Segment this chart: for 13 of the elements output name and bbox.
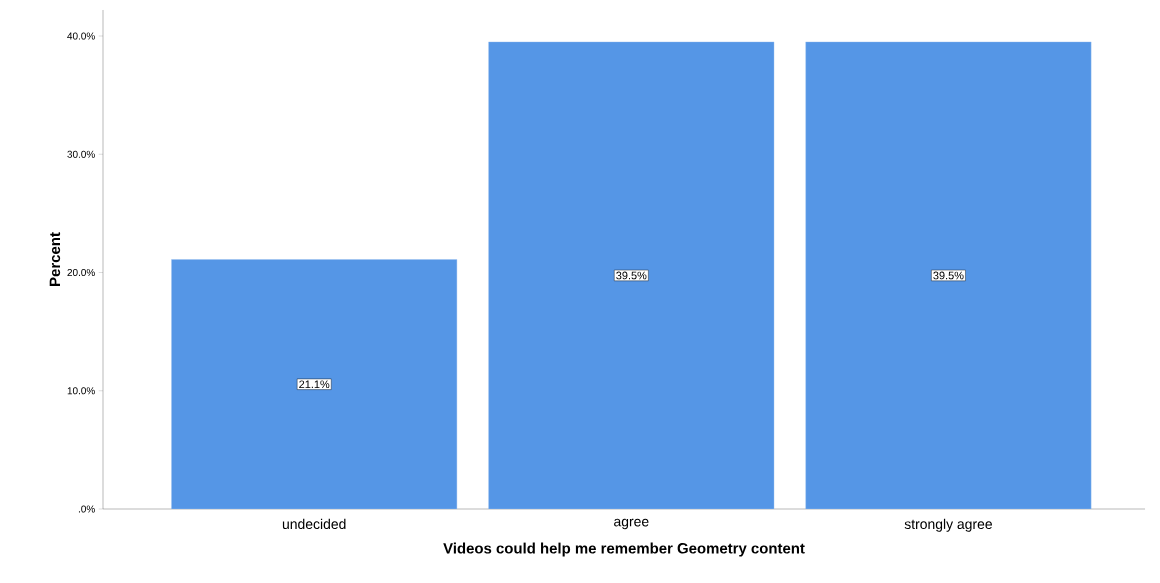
y-axis-title: Percent [49,232,61,286]
data-label: 39.5% [616,271,647,280]
y-tick-label: .0% [78,505,95,513]
x-tick-label: undecided [282,518,346,530]
data-label: 39.5% [933,271,964,280]
y-tick-label: 40.0% [67,32,95,40]
y-tick-label: 10.0% [67,387,95,395]
data-label: 21.1% [299,380,330,389]
x-tick-label: strongly agree [904,518,992,532]
y-tick-label: 30.0% [67,150,95,158]
x-tick-label: agree [614,518,649,530]
x-axis-title: Videos could help me remember Geometry content [443,542,805,557]
y-tick-label: 20.0% [67,268,95,277]
